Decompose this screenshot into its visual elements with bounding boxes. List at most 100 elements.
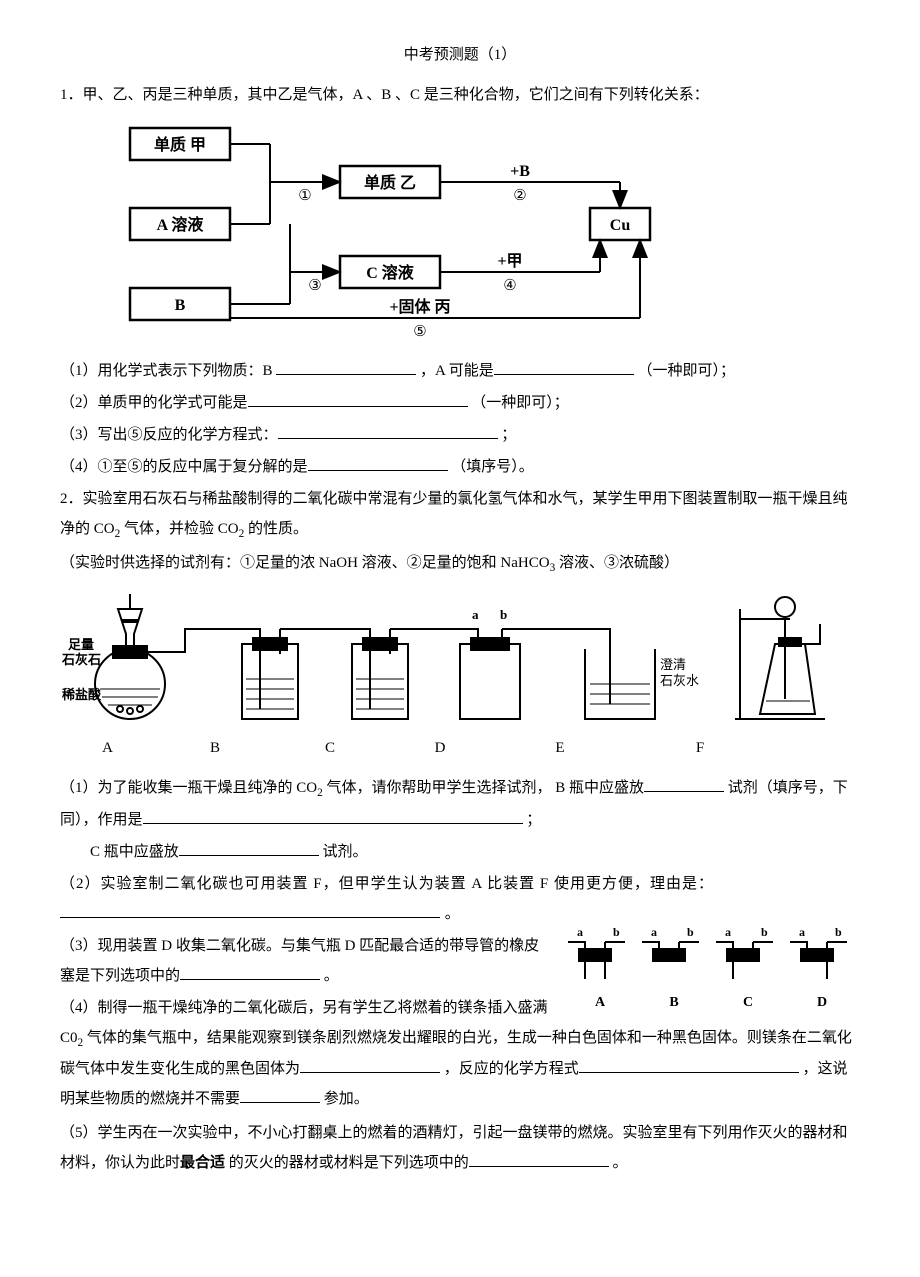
q2-p1: （1）为了能收集一瓶干燥且纯净的 CO2 气体，请你帮助甲学生选择试剂， B 瓶…	[60, 773, 860, 835]
svg-text:②: ②	[513, 188, 526, 204]
svg-text:B: B	[175, 297, 186, 314]
text: 。	[613, 1155, 628, 1171]
text: 气体，请你帮助甲学生选择试剂， B 瓶中应盛放	[326, 780, 644, 796]
q1-p1: （1）用化学式表示下列物质：B ，A 可能是 （一种即可）；	[60, 356, 860, 386]
blank	[278, 420, 498, 439]
text: C 瓶中应盛放	[90, 844, 179, 860]
label-E: E	[495, 733, 625, 763]
text: （4）①至⑤的反应中属于复分解的是	[60, 459, 308, 475]
text: （实验时供选择的试剂有：①足量的浓 NaOH 溶液、②足量的饱和 NaHCO	[60, 555, 550, 571]
blank	[308, 452, 448, 471]
svg-text:⑤: ⑤	[413, 324, 426, 340]
svg-text:C 溶液: C 溶液	[366, 263, 415, 282]
blank	[300, 1054, 440, 1073]
svg-text:a: a	[472, 607, 479, 622]
stopper-label-C: C	[712, 987, 784, 1018]
q2-p2: （2）实验室制二氧化碳也可用装置 F，但甲学生认为装置 A 比装置 F 使用更方…	[60, 869, 860, 929]
text: 参加。	[324, 1091, 369, 1107]
svg-text:a: a	[725, 925, 731, 939]
subscript: 3	[550, 562, 556, 574]
q1-intro: 1．甲、乙、丙是三种单质，其中乙是气体，A 、B 、C 是三种化合物，它们之间有…	[60, 80, 860, 110]
svg-text:④: ④	[503, 278, 516, 294]
blank	[579, 1054, 799, 1073]
text: 。	[324, 968, 339, 984]
text: （填序号）。	[451, 459, 534, 475]
blank	[179, 837, 319, 856]
text: ；	[501, 427, 516, 443]
svg-text:③: ③	[308, 278, 321, 294]
svg-text:+固体 丙: +固体 丙	[389, 297, 450, 316]
svg-text:b: b	[835, 925, 842, 939]
blank	[60, 899, 440, 918]
text: ，反应的化学方程式	[444, 1061, 579, 1077]
svg-text:a: a	[651, 925, 657, 939]
q2-p1b: C 瓶中应盛放 试剂。	[60, 837, 860, 867]
blank	[276, 356, 416, 375]
blank	[469, 1148, 609, 1167]
q1-diagram: .bx { fill:#fff; stroke:#000; stroke-wid…	[120, 118, 860, 348]
svg-text:+甲: +甲	[497, 252, 522, 270]
subscript: 2	[115, 528, 121, 540]
label-F: F	[625, 733, 775, 763]
svg-text:石灰石: 石灰石	[61, 652, 101, 667]
label-B: B	[155, 733, 275, 763]
q2-intro: 2．实验室用石灰石与稀盐酸制得的二氧化碳中常混有少量的氯化氢气体和水气，某学生甲…	[60, 484, 860, 546]
q2-p5: （5）学生丙在一次实验中，不小心打翻桌上的燃着的酒精灯，引起一盘镁带的燃烧。实验…	[60, 1118, 860, 1178]
svg-text:稀盐酸: 稀盐酸	[62, 687, 102, 702]
subscript: 2	[317, 787, 323, 799]
stopper-label-B: B	[638, 987, 710, 1018]
q1-p4: （4）①至⑤的反应中属于复分解的是 （填序号）。	[60, 452, 860, 482]
blank	[494, 356, 634, 375]
svg-text:A 溶液: A 溶液	[157, 215, 205, 234]
text: ；	[526, 812, 541, 828]
text: 的性质。	[248, 521, 308, 537]
text: 。	[445, 906, 461, 922]
blank	[644, 773, 724, 792]
svg-text:b: b	[500, 607, 507, 622]
subscript: 2	[78, 1037, 84, 1049]
svg-text:a: a	[799, 925, 805, 939]
text: （1）为了能收集一瓶干燥且纯净的 CO	[60, 780, 317, 796]
page-title: 中考预测题（1）	[60, 40, 860, 70]
stopper-label-D: D	[786, 987, 858, 1018]
svg-text:b: b	[687, 925, 694, 939]
q1-p3: （3）写出⑤反应的化学方程式： ；	[60, 420, 860, 450]
label-C: C	[275, 733, 385, 763]
bold-text: 最合适	[180, 1155, 225, 1171]
text: 溶液、③浓硫酸）	[559, 555, 679, 571]
svg-text:石灰水: 石灰水	[660, 673, 699, 688]
blank	[240, 1084, 320, 1103]
stopper-options: a b a b a b a b A B C D	[562, 921, 860, 1020]
svg-text:①: ①	[298, 188, 311, 204]
svg-text:澄清: 澄清	[660, 657, 686, 672]
text: （一种即可）；	[471, 395, 569, 411]
text: 试剂。	[323, 844, 368, 860]
q2-reagents: （实验时供选择的试剂有：①足量的浓 NaOH 溶液、②足量的饱和 NaHCO3 …	[60, 548, 860, 580]
blank	[143, 805, 523, 824]
svg-text:+B: +B	[510, 163, 530, 180]
text: （2）实验室制二氧化碳也可用装置 F，但甲学生认为装置 A 比装置 F 使用更方…	[60, 876, 714, 892]
svg-text:Cu: Cu	[610, 217, 631, 234]
text: （2）单质甲的化学式可能是	[60, 395, 248, 411]
text: （一种即可）；	[638, 363, 736, 379]
label-A: A	[60, 733, 155, 763]
svg-text:单质 乙: 单质 乙	[364, 173, 416, 192]
q1-p2: （2）单质甲的化学式可能是 （一种即可）；	[60, 388, 860, 418]
q2-apparatus-diagram: .s { stroke:#000; stroke-width:2; fill:n…	[60, 589, 860, 763]
text: （3）写出⑤反应的化学方程式：	[60, 427, 278, 443]
svg-text:单质 甲: 单质 甲	[154, 135, 206, 154]
svg-text:b: b	[613, 925, 620, 939]
text: 的灭火的器材或材料是下列选项中的	[229, 1155, 469, 1171]
subscript: 2	[239, 528, 245, 540]
svg-text:a: a	[577, 925, 583, 939]
text: ，A 可能是	[420, 363, 494, 379]
text: 气体，并检验 CO	[124, 521, 239, 537]
svg-text:足量: 足量	[68, 637, 94, 652]
text: （1）用化学式表示下列物质：B	[60, 363, 276, 379]
svg-text:b: b	[761, 925, 768, 939]
blank	[248, 388, 468, 407]
label-D: D	[385, 733, 495, 763]
stopper-label-A: A	[564, 987, 636, 1018]
apparatus-label-row: A B C D E F	[60, 733, 860, 763]
blank	[180, 961, 320, 980]
